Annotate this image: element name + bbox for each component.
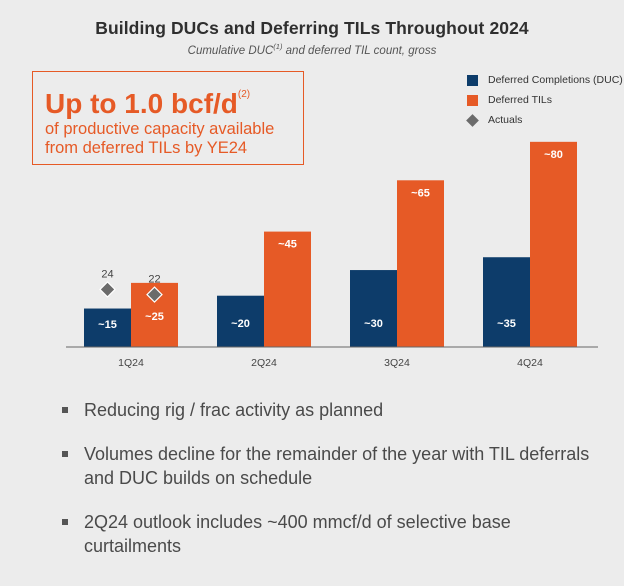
chart-subtitle: Cumulative DUC(1) and deferred TIL count… [0,42,624,57]
chart-legend: Deferred Completions (DUC) Deferred TILs… [466,70,623,130]
subtitle-text: Cumulative DUC [187,44,274,57]
data-label: ~30 [364,318,383,330]
callout-footnote: (2) [237,89,251,100]
data-label: ~25 [145,311,164,323]
capacity-callout: Up to 1.0 bcf/d(2) of productive capacit… [32,71,304,165]
bullet-item: Volumes decline for the remainder of the… [62,442,602,490]
callout-line-1: of productive capacity available [45,120,275,138]
actual-marker [99,281,116,298]
legend-item-til: Deferred TILs [467,90,623,110]
legend-item-duc: Deferred Completions (DUC) [467,70,623,90]
x-tick-label: 4Q24 [517,357,543,369]
legend-swatch-til [467,94,478,106]
data-label: ~35 [497,318,516,330]
bar-chart: ~15 ~25 1Q24 ~20 ~45 2Q24 ~30 ~65 3Q24 ~35 ~80 4Q24… [66,141,598,369]
legend-label-actuals: Actuals [488,114,523,126]
data-label: ~15 [98,319,117,331]
bullet-item: 2Q24 outlook includes ~400 mmcf/d of sel… [62,510,602,558]
subtitle-text-rest: and deferred TIL count, gross [282,44,437,57]
bar-duc [217,295,264,347]
bullet-item: Reducing rig / frac activity as planned [62,398,602,422]
data-label: ~80 [544,149,563,161]
data-label: ~20 [231,318,250,330]
x-tick-label: 2Q24 [251,357,277,369]
bar-duc [350,270,397,347]
callout-headline-text: Up to 1.0 bcf/d [45,88,238,119]
bar-til [530,141,577,347]
bar-duc [483,257,530,347]
data-label: ~65 [411,187,430,199]
subtitle-footnote: (1) [273,42,283,51]
chart-title: Building DUCs and Deferring TILs Through… [95,18,529,38]
actual-marker [146,286,163,303]
actual-label: 24 [101,268,113,280]
legend-swatch-duc [467,74,478,86]
bar-til [264,231,311,347]
callout-line-2: from deferred TILs by YE24 [45,139,248,157]
x-tick-label: 1Q24 [118,357,144,369]
data-label: ~45 [278,239,297,251]
callout-headline: Up to 1.0 bcf/d(2) [45,79,303,120]
bullet-list: Reducing rig / frac activity as planned … [62,398,602,578]
actual-label: 22 [148,274,160,286]
x-tick-label: 3Q24 [384,357,410,369]
bar-duc [84,308,131,347]
legend-label-duc: Deferred Completions (DUC) [488,74,623,86]
legend-item-actuals: Actuals [466,110,623,130]
legend-label-til: Deferred TILs [488,94,552,106]
bar-til [397,180,444,347]
